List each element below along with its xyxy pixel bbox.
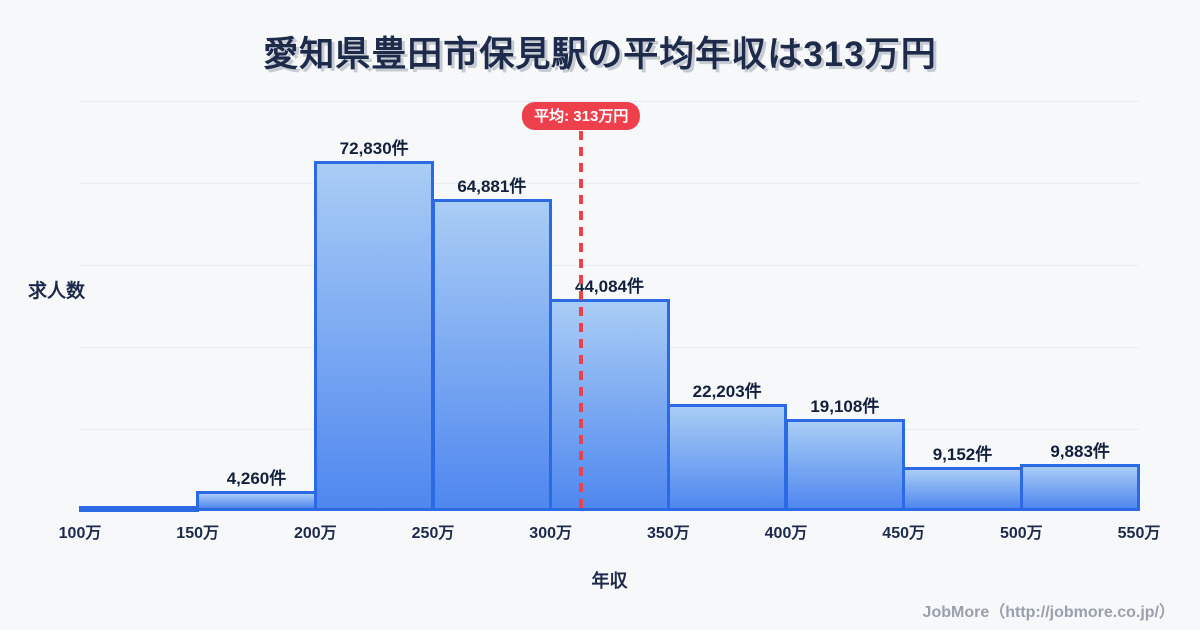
bar-value-label: 72,830件 [339, 139, 409, 158]
bar-150万-200万 [196, 491, 317, 511]
bar-400万-450万 [784, 419, 906, 511]
gridline [80, 183, 1139, 184]
bar-value-label: 9,152件 [932, 445, 993, 464]
x-tick-500万: 500万 [999, 525, 1043, 542]
bar-200万-250万 [313, 161, 435, 511]
x-tick-450万: 450万 [882, 525, 925, 542]
x-tick-350万: 350万 [646, 525, 690, 542]
x-tick-200万: 200万 [293, 525, 337, 542]
credit-footer: JobMore（http://jobmore.co.jp/） [922, 604, 1175, 621]
bar-300万-350万 [549, 299, 670, 511]
bar-450万-500万 [902, 467, 1023, 511]
bar-value-label: 44,084件 [575, 277, 644, 296]
page-title: 愛知県豊田市保見駅の平均年収は313万円 [263, 35, 937, 74]
x-tick-150万: 150万 [176, 525, 219, 542]
average-badge: 平均: 313万円 [522, 102, 641, 130]
y-axis-label: 求人数 [28, 281, 86, 302]
x-tick-250万: 250万 [411, 525, 455, 542]
x-tick-100万: 100万 [58, 525, 102, 542]
x-tick-550万: 550万 [1117, 525, 1161, 542]
average-line [579, 131, 584, 511]
x-tick-400万: 400万 [764, 525, 808, 542]
bar-value-label: 64,881件 [457, 177, 527, 196]
bar-250万-300万 [431, 199, 553, 511]
bar-value-label: 19,108件 [810, 397, 880, 416]
x-tick-300万: 300万 [529, 525, 572, 542]
bar-350万-400万 [666, 404, 788, 511]
bar-value-label: 4,260件 [226, 469, 287, 488]
bar-500万-550万 [1019, 464, 1141, 511]
gridline [80, 265, 1139, 266]
bar-value-label: 9,883件 [1050, 442, 1110, 461]
bar-value-label: 22,203件 [692, 382, 762, 401]
x-axis-label: 年収 [591, 571, 628, 591]
gridline [80, 101, 1139, 102]
bar-100万-150万 [78, 506, 200, 512]
